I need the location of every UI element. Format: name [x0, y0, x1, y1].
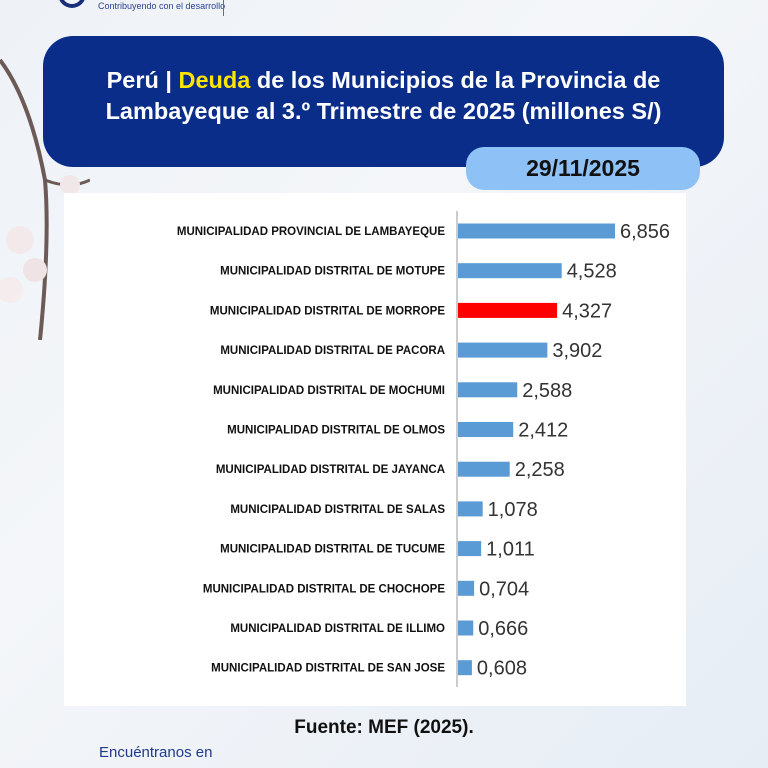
find-us-text: Encuéntranos en — [99, 744, 213, 761]
category-label: MUNICIPALIDAD DISTRITAL DE OLMOS — [227, 425, 445, 437]
data-label: 3,902 — [552, 340, 602, 362]
category-label: MUNICIPALIDAD DISTRITAL DE MORROPE — [210, 305, 445, 317]
title-rest: de los Municipios de la Provincia de Lam… — [105, 67, 662, 124]
data-label: 1,011 — [486, 539, 535, 561]
category-label: MUNICIPALIDAD DISTRITAL DE MOTUPE — [220, 266, 445, 278]
category-label: MUNICIPALIDAD DISTRITAL DE CHOCHOPE — [203, 583, 445, 595]
data-label: 6,856 — [620, 221, 670, 243]
chart-container: 6,856 MUNICIPALIDAD PROVINCIAL DE LAMBAYE… — [64, 193, 686, 706]
logo — [58, 0, 86, 8]
bar — [458, 541, 482, 557]
tagline: Contribuyendo con el desarrollo — [98, 1, 226, 11]
bar — [458, 422, 514, 437]
data-label: 0,704 — [479, 578, 529, 600]
category-label: MUNICIPALIDAD DISTRITAL DE JAYANCA — [216, 464, 445, 476]
category-label: MUNICIPALIDAD PROVINCIAL DE LAMBAYEQUE — [177, 226, 445, 238]
data-label: 2,258 — [515, 459, 565, 481]
data-label: 0,666 — [478, 618, 528, 640]
data-label: 0,608 — [477, 658, 527, 680]
bar — [458, 302, 558, 318]
title-prefix: Perú | — [106, 67, 179, 93]
date-badge: 29/11/2025 — [466, 147, 700, 190]
category-label: MUNICIPALIDAD DISTRITAL DE ILLIMO — [230, 623, 445, 635]
category-label: MUNICIPALIDAD DISTRITAL DE PACORA — [220, 345, 445, 357]
data-label: 4,528 — [567, 261, 617, 283]
bar — [458, 342, 548, 358]
page-title: Perú | Deuda de los Municipios de la Pro… — [43, 65, 724, 127]
source-note: Fuente: MEF (2025). — [294, 717, 474, 738]
data-label: 2,412 — [518, 420, 568, 442]
bar — [458, 223, 616, 239]
category-label: MUNICIPALIDAD DISTRITAL DE MOCHUMI — [213, 385, 445, 397]
data-label: 2,588 — [522, 380, 572, 402]
bar-chart: 6,856 MUNICIPALIDAD PROVINCIAL DE LAMBAYE… — [177, 211, 670, 687]
category-label: MUNICIPALIDAD DISTRITAL DE SALAS — [230, 504, 445, 516]
data-label: 1,078 — [488, 499, 538, 521]
bar — [458, 660, 472, 676]
category-label: MUNICIPALIDAD DISTRITAL DE TUCUME — [220, 544, 445, 556]
bar — [458, 382, 518, 398]
category-label: MUNICIPALIDAD DISTRITAL DE SAN JOSE — [211, 663, 445, 675]
bar — [458, 501, 483, 517]
data-label: 4,327 — [562, 300, 612, 322]
title-highlight: Deuda — [178, 67, 251, 93]
title-banner: Perú | Deuda de los Municipios de la Pro… — [43, 36, 724, 167]
cherry-blossom-decoration — [0, 58, 90, 340]
bar — [458, 620, 474, 636]
divider — [223, 0, 224, 16]
bar — [458, 263, 562, 279]
bar — [458, 461, 510, 477]
bar — [458, 580, 475, 596]
